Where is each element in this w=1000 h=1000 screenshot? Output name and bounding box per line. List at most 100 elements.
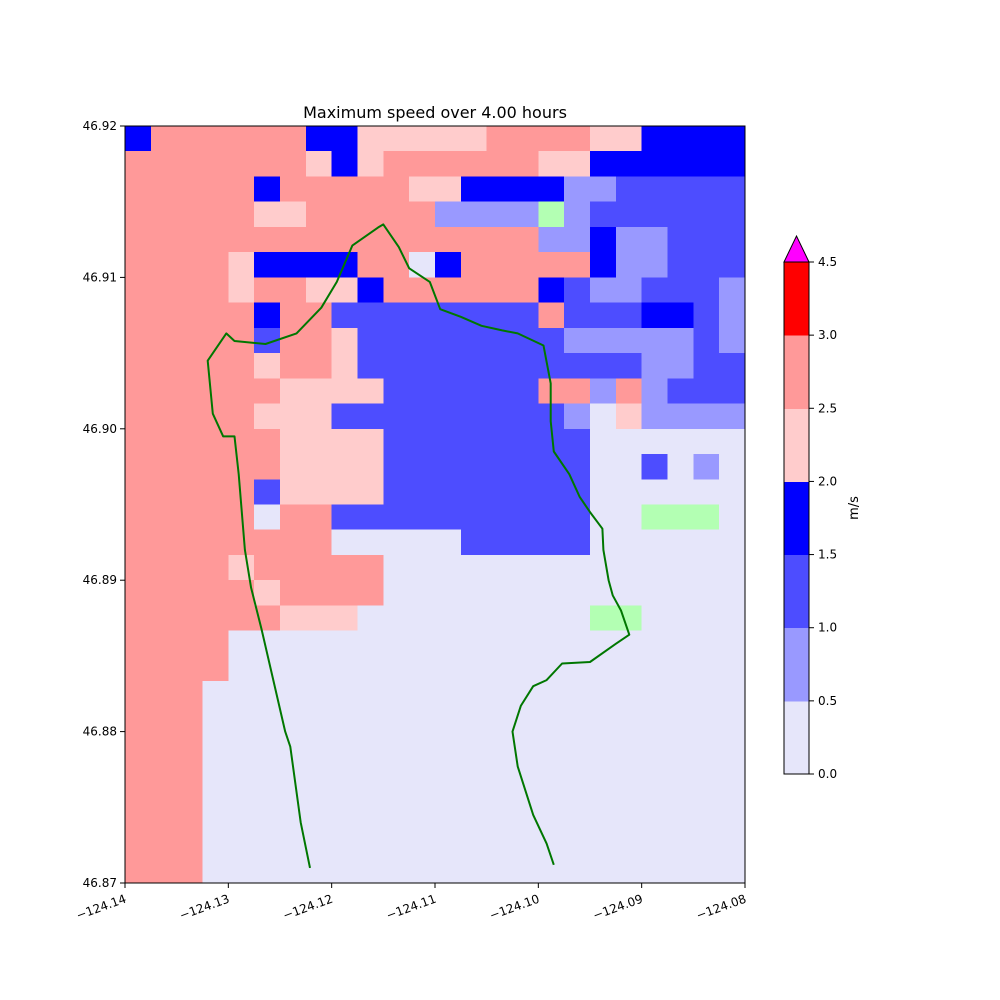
map-cells <box>125 126 746 884</box>
map-cell <box>486 428 514 455</box>
map-cell <box>512 454 539 480</box>
map-cell <box>228 706 255 733</box>
map-cell <box>486 479 514 506</box>
map-cell <box>564 151 591 178</box>
map-cell <box>280 832 307 859</box>
map-cell <box>486 454 514 480</box>
map-cell <box>228 428 255 455</box>
map-cell <box>331 176 359 203</box>
map-cell <box>280 529 307 556</box>
map-cell <box>486 403 514 430</box>
map-cell <box>409 126 436 152</box>
map-cell <box>590 252 617 278</box>
map-cell <box>667 504 694 531</box>
map-cell <box>641 857 669 884</box>
map-cell <box>435 605 462 632</box>
map-cell <box>357 857 384 884</box>
map-cell <box>228 454 255 480</box>
map-cell <box>693 353 720 379</box>
map-cell <box>719 782 746 808</box>
map-cell <box>564 277 591 304</box>
map-cell <box>615 504 643 531</box>
map-cell <box>719 580 746 607</box>
map-cell <box>693 201 720 228</box>
map-cell <box>280 428 307 455</box>
map-cell <box>435 151 462 178</box>
map-cell <box>460 605 488 632</box>
map-cell <box>667 731 694 758</box>
map-cell <box>641 277 669 304</box>
map-cell <box>435 403 462 430</box>
map-cell <box>176 479 204 506</box>
map-cell <box>538 176 565 203</box>
map-cell <box>357 378 384 405</box>
map-cell <box>590 554 617 581</box>
map-cell <box>202 529 229 556</box>
map-cell <box>383 655 410 682</box>
map-cell <box>486 706 514 733</box>
map-cell <box>486 857 514 884</box>
map-cell <box>280 857 307 884</box>
map-cell <box>615 151 643 178</box>
map-cell <box>641 403 669 430</box>
map-cell <box>615 529 643 556</box>
map-cell <box>305 655 333 682</box>
map-cell <box>176 327 204 354</box>
map-cell <box>667 277 694 304</box>
map-cell <box>305 454 333 480</box>
map-cell <box>512 252 539 278</box>
map-cell <box>125 201 152 228</box>
map-cell <box>176 353 204 379</box>
map-cell <box>564 529 591 556</box>
map-cell <box>564 857 591 884</box>
map-cell <box>460 252 488 278</box>
map-cell <box>202 126 229 152</box>
map-cell <box>150 428 178 455</box>
map-cell <box>176 655 204 682</box>
map-cell <box>357 529 384 556</box>
map-cell <box>125 454 152 480</box>
map-cell <box>254 353 281 379</box>
map-cell <box>357 605 384 632</box>
map-cell <box>538 782 565 808</box>
map-cell <box>409 580 436 607</box>
map-cell <box>150 403 178 430</box>
map-cell <box>202 252 229 278</box>
map-cell <box>667 756 694 783</box>
map-cell <box>641 706 669 733</box>
map-cell <box>383 731 410 758</box>
map-cell <box>564 554 591 581</box>
y-tick-label: 46.87 <box>83 876 117 890</box>
map-cell <box>176 731 204 758</box>
map-cell <box>667 655 694 682</box>
y-tick-label: 46.89 <box>83 573 117 587</box>
map-cell <box>409 706 436 733</box>
map-cell <box>538 580 565 607</box>
map-cell <box>538 126 565 152</box>
map-cell <box>538 554 565 581</box>
map-cell <box>357 756 384 783</box>
map-cell <box>150 151 178 178</box>
map-cell <box>125 655 152 682</box>
map-cell <box>641 378 669 405</box>
map-cell <box>667 151 694 178</box>
map-cell <box>409 832 436 859</box>
map-cell <box>486 756 514 783</box>
map-cell <box>150 277 178 304</box>
map-cell <box>228 353 255 379</box>
map-cell <box>435 176 462 203</box>
map-cell <box>719 378 746 405</box>
map-cell <box>331 605 359 632</box>
map-cell <box>228 126 255 152</box>
map-cell <box>590 832 617 859</box>
map-cell <box>564 378 591 405</box>
map-cell <box>564 832 591 859</box>
map-cell <box>435 630 462 657</box>
map-cell <box>409 353 436 379</box>
map-cell <box>590 378 617 405</box>
map-cell <box>512 302 539 329</box>
map-cell <box>383 302 410 329</box>
map-cell <box>228 252 255 278</box>
map-cell <box>667 126 694 152</box>
map-cell <box>641 630 669 657</box>
